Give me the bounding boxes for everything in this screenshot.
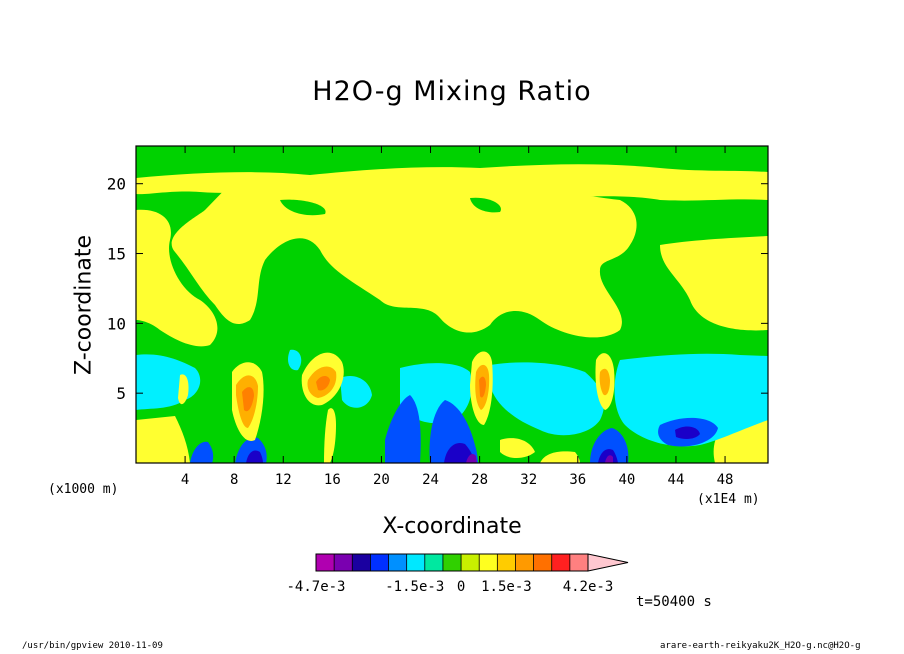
x-tick-label: 8	[230, 472, 238, 488]
blue-region-6	[190, 441, 214, 463]
colorbar-box	[334, 554, 353, 571]
colorbar-box	[424, 554, 444, 571]
green-patch-4	[280, 199, 326, 216]
green-patch-3	[540, 147, 640, 160]
purple-core-2	[605, 455, 613, 463]
x-tick-label: 32	[520, 472, 537, 488]
colorbar-tick-label: 0	[457, 579, 465, 595]
tower-darkorange-3	[479, 376, 486, 398]
x-axis-label: X-coordinate	[382, 514, 522, 539]
yellow-region-upper-band	[136, 164, 768, 201]
green-patch-2	[380, 149, 480, 162]
x-unit-note: (x1000 m)	[48, 482, 119, 497]
colorbar-box	[352, 554, 371, 571]
yellow-region-left	[136, 209, 218, 347]
footer-left: /usr/bin/gpview 2010-11-09	[22, 641, 163, 651]
x-tick-label: 20	[373, 472, 390, 488]
colorbar-box	[533, 554, 553, 571]
footer-right: arare-earth-reikyaku2K_H2O-g.nc@H2O-g	[660, 641, 861, 651]
x-tick-label: 40	[618, 472, 635, 488]
time-label: t=50400 s	[636, 594, 712, 610]
x-scale-note: (x1E4 m)	[697, 492, 760, 507]
colorbar-box	[388, 554, 408, 571]
yellow-streak-2	[178, 374, 189, 405]
blue-region-1	[385, 395, 421, 463]
y-tick-label: 15	[107, 245, 126, 264]
x-axis-ticks: 4 8 12 16 20 24 28 32 36 40 44 48	[181, 146, 734, 488]
colorbar-tick-label: -1.5e-3	[385, 579, 444, 595]
darkblue-core-2	[246, 450, 263, 463]
colorbar-box	[479, 554, 498, 571]
tower-orange-4	[599, 368, 610, 396]
colorbar-box	[569, 554, 589, 571]
purple-core-1	[466, 454, 477, 463]
plot-frame	[135, 145, 769, 464]
yellow-region-bottom-left	[136, 416, 190, 463]
colorbar-box	[551, 554, 571, 571]
x-tick-label: 4	[181, 472, 189, 488]
cyan-band	[136, 349, 768, 447]
tower-darkorange-2	[316, 376, 330, 391]
colorbar-extend-arrow	[587, 553, 629, 572]
colorbar-tick-label: -4.7e-3	[286, 579, 345, 595]
y-axis-ticks: 5 10 15 20	[107, 175, 768, 403]
x-tick-label: 28	[471, 472, 488, 488]
chart-title: H2O-g Mixing Ratio	[312, 76, 592, 107]
colorbar-box	[515, 554, 535, 571]
darkblue-core-4	[675, 426, 700, 439]
tower-darkorange-1	[242, 387, 254, 412]
darkblue-core-1	[444, 442, 474, 463]
colorbar-tick-label: 1.5e-3	[481, 579, 532, 595]
yellow-streak-3	[500, 438, 535, 458]
colorbar-frame	[315, 553, 589, 572]
colorbar-box	[497, 554, 516, 571]
colorbar-tick-label: 4.2e-3	[563, 579, 614, 595]
yellow-streak-4	[540, 451, 580, 463]
x-tick-label: 16	[324, 472, 341, 488]
x-tick-label: 24	[422, 472, 439, 488]
yellow-region-central	[171, 177, 637, 338]
blue-region-3	[590, 428, 629, 463]
yellow-region-right	[660, 236, 768, 331]
colorbar-box	[370, 554, 390, 571]
colorbar: -4.7e-3 -1.5e-3 0 1.5e-3 4.2e-3	[286, 553, 629, 595]
x-tick-label: 44	[668, 472, 685, 488]
green-patch-5	[470, 197, 501, 213]
x-tick-label: 48	[717, 472, 734, 488]
colorbar-box	[461, 554, 480, 571]
green-patch-1	[200, 156, 243, 170]
colorbar-box	[406, 554, 426, 571]
y-tick-label: 20	[107, 175, 126, 194]
y-tick-label: 5	[116, 384, 126, 403]
colorbar-box	[442, 554, 462, 571]
y-tick-label: 10	[107, 314, 126, 333]
x-tick-label: 36	[569, 472, 586, 488]
yellow-streak-1	[324, 408, 336, 463]
colorbar-box	[316, 554, 335, 571]
x-tick-label: 12	[275, 472, 292, 488]
contour-fill	[136, 146, 768, 463]
